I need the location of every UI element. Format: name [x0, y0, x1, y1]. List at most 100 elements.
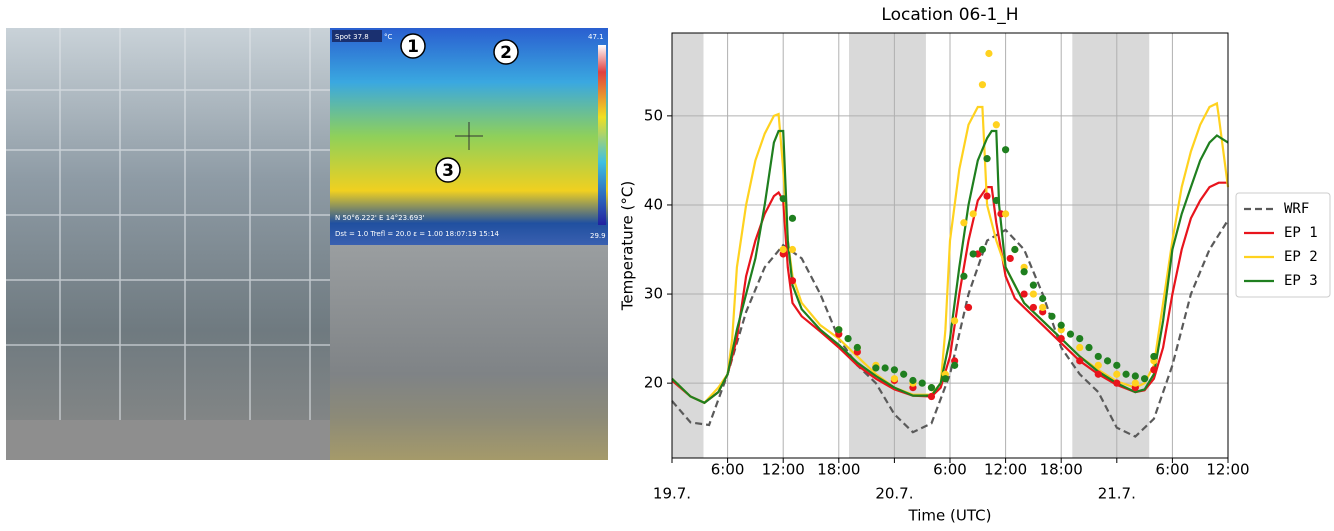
- measurement-point: [788, 214, 797, 222]
- series-line: [671, 219, 1229, 438]
- measurement-point: [900, 370, 908, 378]
- measurement-point: [1066, 330, 1075, 338]
- measurement-point: [960, 272, 968, 280]
- gps-label: N 50°6.222' E 14°23.693': [335, 214, 425, 222]
- measurement-point: [969, 250, 977, 258]
- measurement-point: [978, 81, 987, 89]
- y-axis-label: Temperature (°C): [619, 181, 637, 311]
- min-label: 29.9: [590, 232, 606, 240]
- measurement-point: [1057, 335, 1065, 343]
- y-tick-label: 20: [644, 374, 663, 392]
- measurement-point: [1085, 343, 1093, 352]
- measurement-point: [1029, 303, 1037, 312]
- night-shade: [672, 33, 704, 458]
- measurement-point: [964, 303, 973, 312]
- x-tick-label: 6:00: [1156, 461, 1190, 479]
- marker-circle: [435, 157, 461, 183]
- measurement-point: [969, 210, 977, 218]
- y-tick-label: 50: [644, 106, 663, 124]
- measurement-point: [1006, 254, 1014, 263]
- measurement-point: [1113, 370, 1121, 378]
- measurement-point: [1150, 366, 1158, 374]
- building-photo: [6, 28, 330, 460]
- measurement-point: [872, 364, 880, 372]
- measurement-point: [1141, 375, 1149, 383]
- marker-circle: [400, 33, 426, 59]
- measurement-point: [1002, 210, 1010, 218]
- measurement-point: [1113, 379, 1121, 387]
- max-label: 47.1: [588, 33, 604, 41]
- plot-frame: [671, 32, 1229, 459]
- measurement-point: [941, 375, 949, 383]
- measurement-point: [835, 326, 843, 334]
- night-shade: [1072, 33, 1150, 458]
- measurement-point: [1011, 245, 1019, 254]
- legend-label: WRF: [1284, 201, 1309, 217]
- measurement-point: [1103, 357, 1112, 365]
- measurement-point: [1029, 281, 1037, 289]
- measurement-point: [1131, 379, 1139, 387]
- measurement-point: [951, 361, 959, 369]
- legend-label: EP 1: [1284, 225, 1318, 241]
- measurement-point: [992, 196, 1000, 205]
- measurement-point: [788, 245, 797, 254]
- measurement-point: [1020, 290, 1028, 298]
- series-line: [671, 101, 1230, 405]
- crosshair: [455, 122, 483, 150]
- marker-label: 2: [500, 43, 512, 63]
- measurement-point: [779, 195, 787, 203]
- measurement-point: [1131, 372, 1139, 380]
- measurement-point: [960, 219, 968, 227]
- measurement-point: [1020, 268, 1028, 276]
- x-tick-label: 18:00: [1040, 461, 1083, 479]
- measurement-point: [779, 245, 787, 254]
- measurement-point: [890, 375, 899, 383]
- measurement-point: [1002, 146, 1010, 154]
- measurement-point: [1076, 357, 1084, 365]
- legend-label: EP 3: [1284, 273, 1318, 289]
- spot-box: [332, 30, 382, 42]
- measurement-point: [1094, 361, 1102, 369]
- measurement-point: [983, 192, 991, 200]
- measurement-point: [1057, 321, 1065, 329]
- facade-grid: [6, 28, 330, 420]
- legend-box: [1235, 192, 1331, 298]
- marker-label: 3: [442, 161, 454, 181]
- legend-label: EP 2: [1284, 249, 1318, 265]
- measurement-point: [1113, 361, 1121, 369]
- measurement-point: [909, 376, 917, 385]
- measurement-point: [985, 49, 993, 58]
- measurement-point: [992, 121, 1000, 129]
- chart-title: Location 06-1_H: [881, 5, 1018, 25]
- marker-label: 1: [407, 37, 419, 57]
- measurement-point: [1076, 335, 1084, 343]
- x-tick-label: 6:00: [933, 461, 967, 479]
- measurement-point: [951, 317, 959, 325]
- measurement-point: [1150, 352, 1158, 361]
- sidewalk: [6, 420, 330, 460]
- measurement-point: [1048, 312, 1056, 320]
- measurement-point: [1122, 370, 1130, 378]
- measurement-point: [918, 379, 926, 387]
- measurement-point: [978, 245, 987, 254]
- x-tick-label: 18:00: [817, 461, 860, 479]
- marker-circle: [493, 39, 519, 65]
- spot-label: Spot 37.8: [335, 33, 369, 41]
- measurement-point: [927, 384, 936, 392]
- series-line: [671, 129, 1229, 405]
- measurement-point: [881, 364, 889, 372]
- measurement-point: [1094, 352, 1102, 361]
- measurement-point: [890, 366, 899, 374]
- unit-label: °C: [384, 33, 393, 41]
- series-line: [671, 181, 1228, 405]
- measurement-point: [927, 392, 936, 401]
- measurement-point: [983, 155, 991, 163]
- measurement-point: [1094, 370, 1102, 378]
- x-tick-label: 19.7.: [653, 485, 691, 503]
- x-tick-label: 6:00: [711, 461, 745, 479]
- x-tick-label: 12:00: [762, 461, 805, 479]
- x-tick-label: 21.7.: [1098, 485, 1136, 503]
- y-tick-label: 30: [644, 285, 663, 303]
- measurement-point: [1029, 290, 1037, 298]
